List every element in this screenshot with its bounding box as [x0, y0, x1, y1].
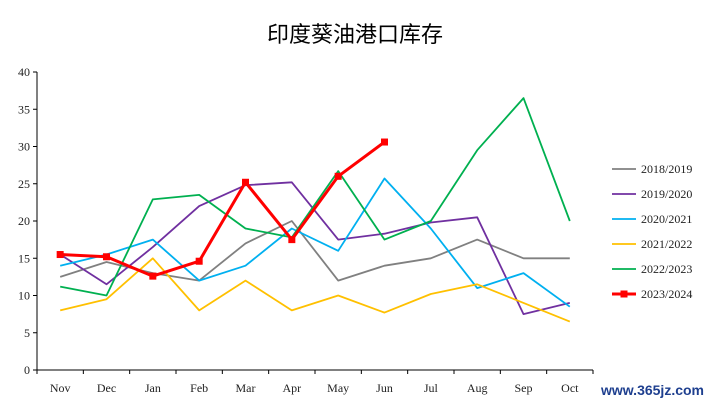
- chart-title: 印度葵油港口库存: [267, 23, 443, 48]
- y-tick-label: 15: [18, 251, 30, 265]
- data-point: [288, 236, 296, 244]
- legend-label: 2018/2019: [641, 162, 692, 176]
- x-tick-label: Feb: [190, 381, 208, 395]
- y-tick-label: 5: [24, 326, 30, 340]
- series-lines: [56, 97, 571, 323]
- legend-label: 2019/2020: [641, 187, 692, 201]
- y-tick-label: 30: [18, 140, 30, 154]
- data-point: [381, 138, 388, 146]
- x-tick-label: Mar: [236, 381, 256, 395]
- series-line-2023-2024: [60, 140, 386, 278]
- series-line-2020-2021: [59, 177, 571, 308]
- series-line-2019-2020: [59, 181, 571, 315]
- series-line-2022-2023: [60, 97, 571, 297]
- data-point: [242, 178, 249, 186]
- x-tick-label: May: [327, 381, 349, 395]
- legend-label: 2020/2021: [641, 212, 692, 226]
- y-tick-label: 10: [18, 289, 30, 303]
- data-point: [56, 251, 64, 259]
- x-tick-label: Nov: [50, 381, 71, 395]
- x-tick-label: Sep: [515, 381, 533, 395]
- legend-label: 2023/2024: [641, 287, 692, 301]
- data-point: [149, 272, 157, 280]
- legend: 2018/2019 2019/2020 2020/2021 2021/2022 2022…: [612, 162, 692, 301]
- x-tick-label: Jul: [424, 381, 439, 395]
- axes: 0 5 10 15 20 25 30 35 40 Nov Dec Jan Feb Mar Apr May Jun…: [18, 65, 594, 395]
- x-tick-label: Jun: [376, 381, 393, 395]
- x-tick-label: Aug: [467, 381, 488, 395]
- data-point: [103, 253, 110, 261]
- series-line-2021-2022: [59, 257, 571, 323]
- legend-marker: [620, 290, 628, 298]
- legend-label: 2022/2023: [641, 262, 692, 276]
- x-tick-label: Dec: [97, 381, 116, 395]
- legend-label: 2021/2022: [641, 237, 692, 251]
- x-tick-label: Apr: [282, 381, 301, 395]
- y-tick-label: 0: [24, 363, 30, 377]
- y-tick-label: 20: [18, 214, 30, 228]
- watermark: www.365jz.com: [600, 382, 704, 398]
- y-tick-label: 35: [18, 102, 30, 116]
- data-point: [334, 172, 342, 180]
- y-tick-label: 25: [18, 177, 30, 191]
- x-tick-label: Jan: [145, 381, 161, 395]
- data-point: [195, 257, 203, 265]
- x-tick-label: Oct: [561, 381, 579, 395]
- y-tick-label: 40: [18, 65, 30, 79]
- series-line-2018-2019: [59, 220, 570, 282]
